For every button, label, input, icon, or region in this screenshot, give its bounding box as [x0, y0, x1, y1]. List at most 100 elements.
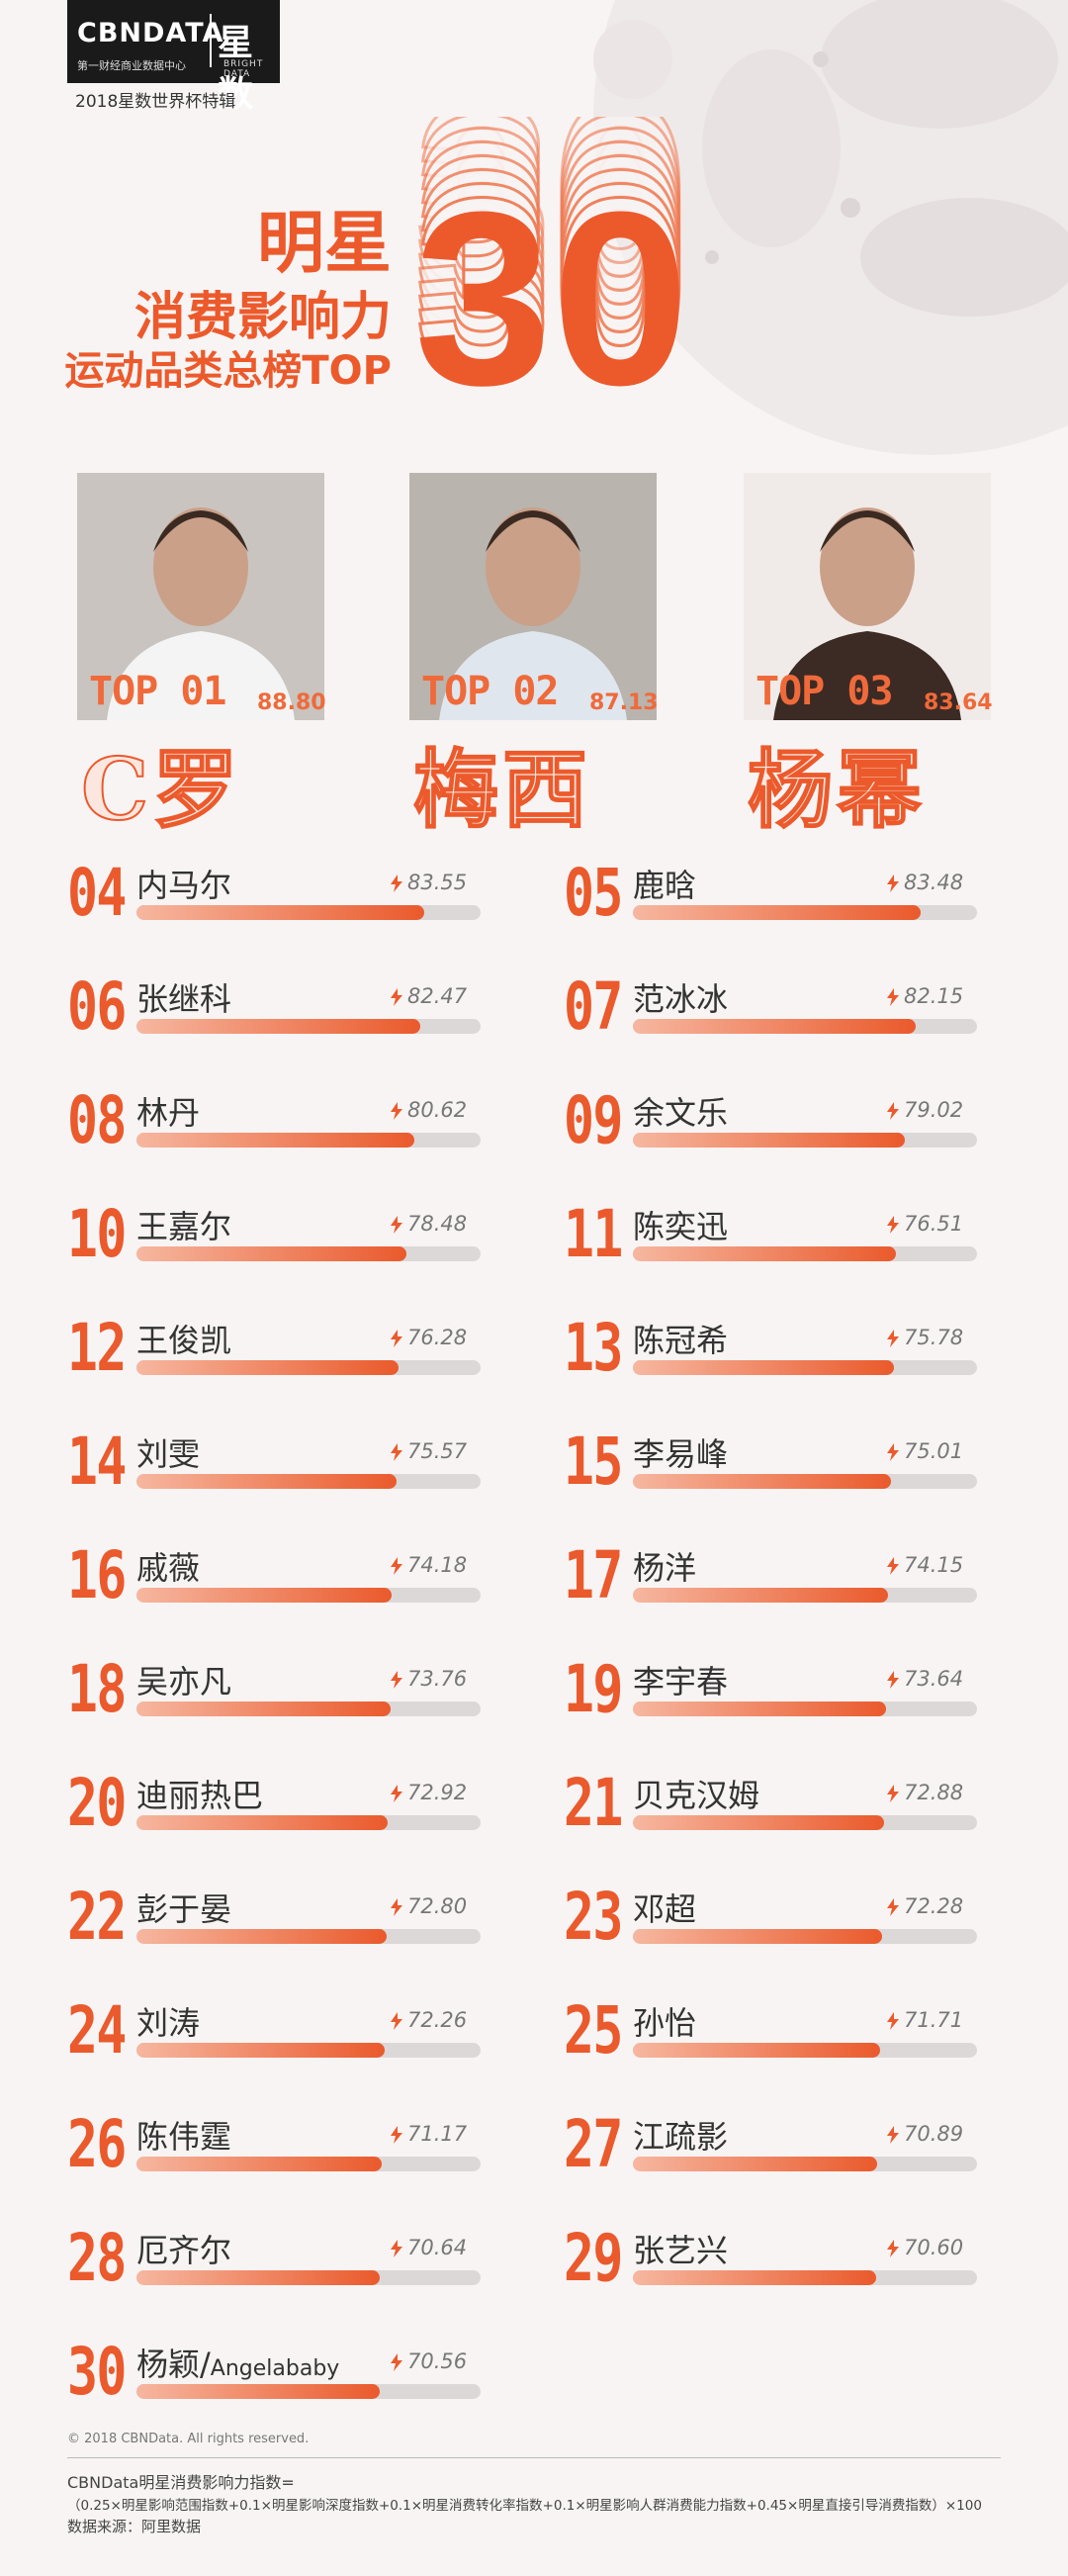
- lightning-icon: [887, 988, 899, 1006]
- celebrity-name-cn: 鹿晗: [633, 867, 697, 904]
- big-number-echo: 30: [414, 119, 689, 394]
- score-value: 80.62: [407, 1098, 468, 1122]
- lightning-icon: [391, 2353, 402, 2371]
- lightning-icon: [887, 874, 899, 892]
- score-bar-fill: [136, 2043, 385, 2058]
- ranking-item: 11 陈奕迅 76.51: [564, 1198, 999, 1277]
- score-bar-fill: [633, 1360, 894, 1375]
- score-bar-fill: [633, 1133, 905, 1148]
- score-value: 73.64: [904, 1667, 964, 1691]
- lightning-icon: [391, 988, 402, 1006]
- score-bar-fill: [633, 1815, 884, 1830]
- rank-number: 17: [564, 1537, 623, 1613]
- celebrity-name: 余文乐: [633, 1088, 728, 1134]
- celebrity-name: 陈伟霆: [136, 2112, 231, 2158]
- celebrity-name-cn: 王嘉尔: [136, 1208, 232, 1245]
- celebrity-name-cn: 余文乐: [633, 1094, 729, 1132]
- celebrity-name: 杨洋: [633, 1543, 696, 1589]
- celebrity-name: 戚薇: [136, 1543, 200, 1589]
- rank-number: 24: [67, 1992, 127, 2069]
- ranking-item: 07 范冰冰 82.15: [564, 970, 999, 1050]
- celebrity-photo: [77, 473, 324, 720]
- ranking-item: 29 张艺兴 70.60: [564, 2222, 999, 2301]
- celebrity-name-cn: 贝克汉姆: [633, 1777, 760, 1814]
- celebrity-name-cn: 戚薇: [136, 1549, 201, 1587]
- lightning-icon: [887, 1898, 899, 1916]
- score-bar-fill: [633, 1588, 888, 1603]
- score-bar-fill: [633, 1702, 886, 1716]
- ranking-item: 21 贝克汉姆 72.88: [564, 1767, 999, 1846]
- rank-number: 15: [564, 1424, 623, 1500]
- score-value: 78.48: [407, 1212, 468, 1236]
- ranking-item: 30 杨颖/Angelababy 70.56: [67, 2336, 502, 2415]
- celebrity-name: 陈奕迅: [633, 1202, 728, 1247]
- brand-name: CBNDATA: [77, 18, 224, 48]
- lightning-icon: [391, 2012, 402, 2030]
- rank-number: 16: [67, 1537, 127, 1613]
- big-number-echo: 30: [414, 117, 689, 353]
- lightning-icon: [887, 1557, 899, 1575]
- rank-number: 29: [564, 2220, 623, 2296]
- ranking-item: 04 内马尔 83.55: [67, 857, 502, 936]
- celebrity-name: 彭于晏: [136, 1885, 231, 1930]
- formula-text: （0.25×明星影响范围指数+0.1×明星影响深度指数+0.1×明星消费转化率指…: [67, 2498, 982, 2514]
- big-number-echo: 30: [414, 117, 689, 381]
- ranking-item: 10 王嘉尔 78.48: [67, 1198, 502, 1277]
- lightning-icon: [887, 1443, 899, 1461]
- top-score: 88.80: [257, 690, 326, 715]
- celebrity-name: 内马尔: [136, 861, 231, 906]
- lightning-icon: [391, 1785, 402, 1802]
- title-line-1: 明星: [256, 205, 392, 283]
- ranking-item: 08 林丹 80.62: [67, 1084, 502, 1163]
- rank-number: 25: [564, 1992, 623, 2069]
- celebrity-name: 王俊凯: [136, 1316, 231, 1361]
- celebrity-name-cn: 孙怡: [633, 2004, 697, 2042]
- score-bar-fill: [633, 1246, 896, 1261]
- celebrity-photo: [744, 473, 991, 720]
- celebrity-name: 张艺兴: [633, 2226, 728, 2271]
- rank-number: 13: [564, 1310, 623, 1386]
- score-value: 83.55: [407, 871, 468, 894]
- score-value: 70.60: [904, 2236, 964, 2259]
- score-value: 82.15: [904, 984, 964, 1008]
- lightning-icon: [391, 874, 402, 892]
- celebrity-name: 林丹: [136, 1088, 200, 1134]
- score-bar-fill: [136, 1588, 392, 1603]
- score-value: 73.76: [407, 1667, 468, 1691]
- ranking-item: 28 厄齐尔 70.64: [67, 2222, 502, 2301]
- rank-number: 27: [564, 2106, 623, 2182]
- rank-number: 05: [564, 855, 623, 931]
- rank-number: 04: [67, 855, 127, 931]
- rank-number: 09: [564, 1082, 623, 1158]
- celebrity-name-cn: 李宇春: [633, 1663, 729, 1701]
- big-number-echo: 30: [414, 117, 689, 339]
- big-number-echo: 30: [414, 146, 689, 394]
- rank-number: 22: [67, 1879, 127, 1955]
- score-value: 79.02: [904, 1098, 964, 1122]
- brand-divider: [210, 14, 212, 67]
- copyright: © 2018 CBNData. All rights reserved.: [67, 2432, 310, 2446]
- brand-subtitle: 第一财经商业数据中心: [77, 59, 186, 72]
- celebrity-name: 刘涛: [136, 1998, 200, 2044]
- celebrity-name-cn: 张继科: [136, 980, 232, 1018]
- lightning-icon: [391, 1443, 402, 1461]
- score-value: 70.89: [904, 2122, 964, 2146]
- celebrity-name: 鹿晗: [633, 861, 696, 906]
- ranking-item: 19 李宇春 73.64: [564, 1653, 999, 1732]
- score-value: 72.88: [904, 1781, 964, 1804]
- score-bar-fill: [136, 1474, 397, 1489]
- ranking-item: 18 吴亦凡 73.76: [67, 1653, 502, 1732]
- celebrity-name-cn: 彭于晏: [136, 1890, 232, 1928]
- score-value: 70.64: [407, 2236, 468, 2259]
- celebrity-name: 邓超: [633, 1885, 696, 1930]
- brand-cn-name: 星数: [218, 23, 254, 115]
- top-name: C罗: [80, 739, 242, 841]
- celebrity-name-cn: 厄齐尔: [136, 2232, 232, 2269]
- score-value: 71.71: [904, 2008, 964, 2032]
- celebrity-name-cn: 张艺兴: [633, 2232, 729, 2269]
- celebrity-name: 迪丽热巴: [136, 1771, 263, 1816]
- ranking-item: 05 鹿晗 83.48: [564, 857, 999, 936]
- edition-label: 2018星数世界杯特辑: [75, 92, 236, 112]
- score-value: 83.48: [904, 871, 964, 894]
- lightning-icon: [887, 2126, 899, 2144]
